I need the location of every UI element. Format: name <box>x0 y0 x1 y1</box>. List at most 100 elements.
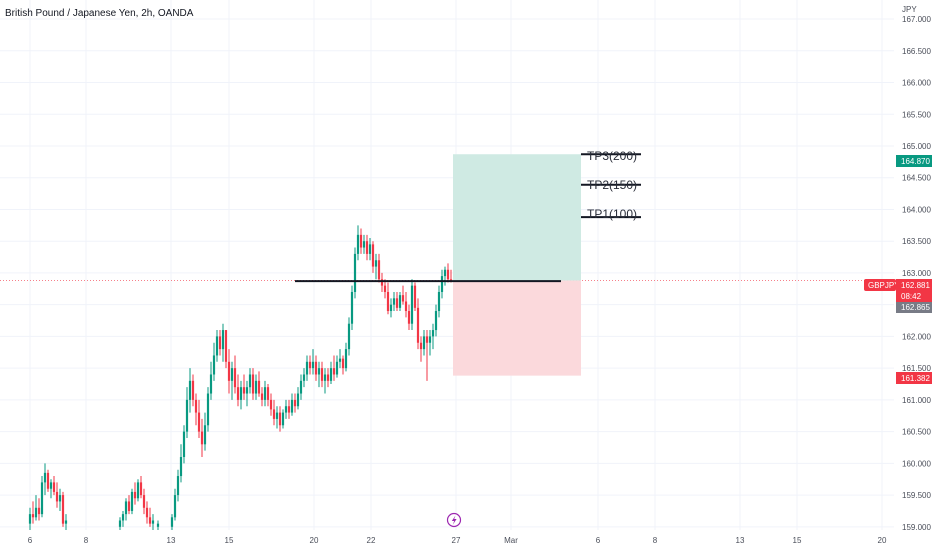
candle-body <box>127 501 131 511</box>
candle <box>127 495 131 515</box>
candle <box>344 342 348 372</box>
y-tick-label: 166.000 <box>902 79 931 88</box>
candle-body <box>386 291 390 312</box>
candle <box>55 482 59 508</box>
candle <box>239 380 243 410</box>
candle <box>212 342 216 381</box>
candle <box>227 349 231 394</box>
candle <box>311 349 315 375</box>
candle-body <box>296 393 300 407</box>
candle <box>43 463 47 496</box>
candle <box>236 374 240 407</box>
candle <box>314 355 318 381</box>
x-tick-label: 13 <box>736 536 745 545</box>
candle <box>269 393 273 416</box>
candle <box>338 349 342 369</box>
candle <box>64 514 68 530</box>
candle-body <box>422 336 426 350</box>
symbol-text: GBPJPY <box>868 281 900 290</box>
candle <box>145 501 149 524</box>
candle <box>374 253 378 280</box>
chart-grid <box>0 0 894 530</box>
candle <box>419 336 423 362</box>
time-axis: 6 8 13 15 20 22 27 Mar 6 8 13 15 20 <box>28 536 887 545</box>
candle-body <box>52 482 56 492</box>
candle-body <box>194 399 198 413</box>
candle-body <box>284 406 288 413</box>
candle-body <box>206 393 210 426</box>
candle <box>407 304 411 331</box>
candle <box>173 488 177 521</box>
candle-body <box>290 399 294 413</box>
candle-body <box>209 374 213 394</box>
candle-body <box>374 260 378 267</box>
candle <box>332 355 336 381</box>
candle <box>308 355 312 375</box>
candle-body <box>248 374 252 388</box>
last-price-badge: 162.881 08:42 <box>896 279 932 302</box>
candle-body <box>326 374 330 381</box>
candle-body <box>371 244 375 267</box>
candle-body <box>329 368 333 381</box>
x-tick-label: 20 <box>878 536 887 545</box>
candle <box>139 476 143 499</box>
candle-body <box>440 276 444 292</box>
candle-body <box>188 380 192 400</box>
candle-body <box>133 491 137 499</box>
candle <box>34 495 38 521</box>
stop-price-text: 161.382 <box>901 374 930 383</box>
candle <box>446 263 450 283</box>
candle <box>320 361 324 388</box>
candle-body <box>314 361 318 375</box>
tp3-label-group[interactable]: TP3(200) <box>587 149 637 163</box>
candle-body <box>124 501 128 515</box>
candle-body <box>49 482 53 489</box>
candle-body <box>130 491 134 511</box>
candle-body <box>227 361 231 381</box>
candle <box>133 482 137 505</box>
candle-body <box>151 520 155 524</box>
candle-body <box>392 298 396 305</box>
candle-body <box>413 285 417 308</box>
candle <box>437 285 441 318</box>
candle-body <box>257 380 261 394</box>
candle-body <box>368 244 372 254</box>
tp1-label-group[interactable]: TP1(100) <box>587 207 637 221</box>
candle <box>362 234 366 254</box>
candle <box>305 355 309 381</box>
candle-body <box>323 374 327 381</box>
x-tick-label: 20 <box>310 536 319 545</box>
candle <box>61 491 65 527</box>
candle-body <box>359 234 363 248</box>
candle <box>290 393 294 416</box>
target-price-text: 164.870 <box>901 157 930 166</box>
y-tick-label: 164.000 <box>902 205 931 214</box>
y-tick-label: 159.500 <box>902 491 931 500</box>
candlestick-series <box>28 225 453 530</box>
candle-body <box>437 291 441 312</box>
candle <box>188 368 192 413</box>
candle-body <box>362 241 366 248</box>
long-position-tool <box>453 154 581 376</box>
candle-body <box>407 311 411 324</box>
candle-body <box>142 495 146 508</box>
candle-body <box>350 291 354 324</box>
candle-body <box>317 368 321 375</box>
candle-body <box>419 342 423 350</box>
candle <box>254 374 258 400</box>
y-tick-label: 163.500 <box>902 237 931 246</box>
candle-body <box>156 523 160 527</box>
lightning-icon[interactable] <box>446 512 462 528</box>
candle-body <box>344 349 348 369</box>
candle <box>335 355 339 378</box>
candle <box>272 399 276 426</box>
candle-body <box>293 399 297 407</box>
tp2-label-group[interactable]: TP2(150) <box>587 178 637 192</box>
candle-body <box>365 241 369 254</box>
candle <box>46 469 50 492</box>
candle-body <box>266 387 270 400</box>
candle-body <box>215 336 219 356</box>
candle-body <box>401 295 405 302</box>
candle-body <box>145 507 149 518</box>
